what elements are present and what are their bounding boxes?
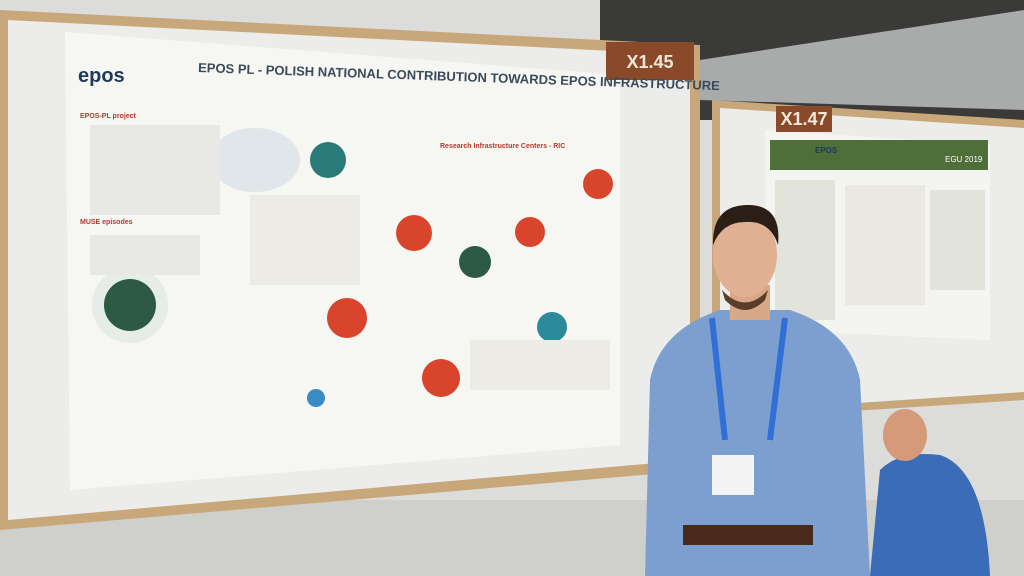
poster-graphics	[90, 125, 613, 407]
poster-graphics	[930, 190, 985, 290]
sign	[776, 106, 832, 132]
person-background	[870, 409, 990, 576]
duct	[700, 10, 1024, 110]
poster-graphics	[845, 185, 925, 305]
poster-header	[770, 140, 988, 170]
poster-graphics	[775, 180, 835, 320]
sign	[606, 42, 694, 80]
person	[645, 205, 870, 576]
poster-logo: EPOS	[815, 146, 838, 155]
event-logo: EGU 2019	[945, 155, 983, 164]
sign-label: X1.47	[780, 109, 827, 129]
section-heading: MUSE episodes	[80, 219, 133, 226]
section-heading: Research Infrastructure Centers - RIC	[440, 143, 565, 150]
poster-logo: epos	[78, 65, 125, 87]
section-heading: EPOS-PL project	[80, 113, 137, 120]
sign-label: X1.45	[626, 52, 673, 72]
